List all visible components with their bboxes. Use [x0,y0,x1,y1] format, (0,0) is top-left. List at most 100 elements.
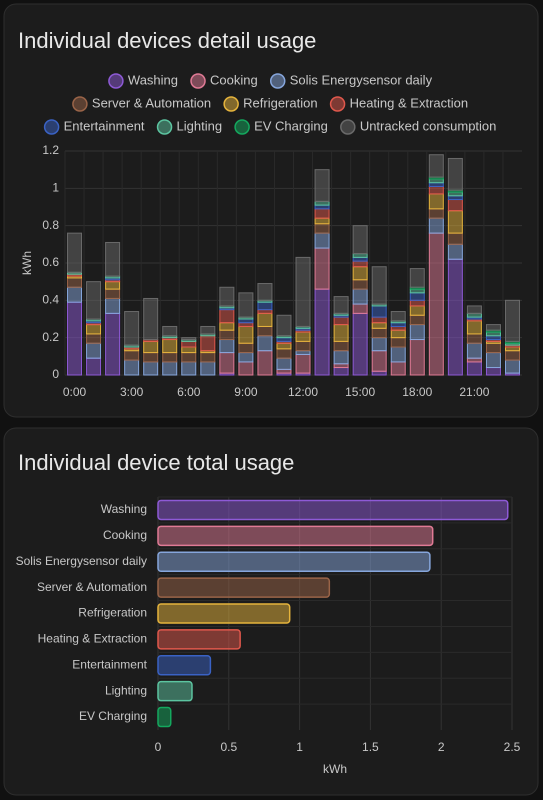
bar-segment [257,301,273,311]
bar-segment [447,258,463,376]
bar-segment [390,329,406,339]
legend-swatch [223,96,239,112]
x-tick-label: 0.5 [220,740,237,754]
bar-segment [428,208,444,219]
bar-segment [466,312,482,318]
bar-segment [105,281,121,290]
bar-segment [257,350,273,376]
bar-segment [428,178,444,184]
bar-segment [333,324,349,342]
bar-segment [447,199,463,212]
y-tick-label: 1 [52,181,59,195]
bar-segment [409,292,425,301]
legend-swatch [43,119,60,135]
bar-segment [314,169,330,202]
bar-segment [485,324,501,331]
bar-segment [257,309,273,314]
bar-segment [124,311,140,346]
y-tick-label: Heating & Extraction [38,632,147,646]
y-tick-label: 0 [52,367,59,381]
bar-segment [162,361,178,376]
bar-segment [200,325,216,335]
bar-segment [352,256,368,262]
legend-label: Untracked consumption [360,118,497,133]
bar-segment [124,359,140,376]
y-tick-label: Solis Energysensor daily [16,554,147,568]
bar-segment [181,352,197,363]
bar-segment [409,299,425,307]
legend-swatch [234,119,250,135]
card-title: Individual device total usage [18,450,294,475]
bar-segment [295,256,311,327]
bar-segment [105,241,121,277]
x-tick-label: 0 [155,740,162,754]
bar-segment [238,292,254,318]
legend-label: Washing [128,72,178,87]
y-tick-label: 0.8 [42,218,59,232]
bar-segment [485,352,501,369]
bar-segment [333,316,349,326]
bar-segment [409,314,425,326]
bar-segment [105,288,121,299]
bar-segment [333,350,349,365]
bar-segment [428,182,444,187]
bar-segment [409,268,425,288]
bar-segment [390,311,406,322]
bar-segment [276,348,292,359]
bar-segment [181,361,197,376]
bar-segment [409,288,425,294]
bar-segment [409,339,425,376]
bar-segment [333,363,349,369]
bar-segment [314,288,330,376]
legend-label: Cooking [210,72,258,87]
bar-segment [219,352,235,374]
bar-segment [105,297,121,314]
bar-segment [219,339,235,354]
bar-segment [466,361,482,376]
y-tick-label: Entertainment [72,657,147,671]
bar-segment [238,361,254,376]
bar [157,551,431,572]
bar-segment [181,346,197,354]
bar-segment [352,253,368,258]
bar-segment [67,286,83,303]
bar-segment [295,350,311,355]
bar-segment [257,325,273,337]
bar [157,499,509,521]
x-tick-label: 21:00 [459,385,489,399]
y-tick-label: Cooking [103,528,147,542]
y-tick-label: Refrigeration [78,606,147,620]
bar-segment [352,225,368,255]
bar-segment [238,318,254,324]
y-axis-label: kWh [20,251,34,275]
bar-segment [390,322,406,327]
bar-segment [428,232,444,376]
bar-segment [504,299,520,342]
bar-segment [485,335,501,341]
bar-segment [371,350,387,372]
bar-segment [466,342,482,359]
x-tick-label: 12:00 [288,385,318,399]
legend-label: Server & Automation [92,95,211,110]
bar-segment [67,277,83,288]
bar-segment [447,191,463,197]
bar-segment [485,367,501,376]
bar-segment [314,200,330,206]
bar-segment [352,279,368,290]
y-tick-label: EV Charging [79,709,147,723]
bar-segment [447,195,463,201]
bar-segment [409,305,425,316]
legend-swatch [329,96,346,112]
bar-segment [333,296,349,314]
bar-segment [86,333,102,344]
bar-segment [295,353,311,374]
bar-segment [352,288,368,305]
bar-segment [466,333,482,344]
bar-segment [333,367,349,376]
legend-swatch [340,119,356,135]
bar [157,525,434,547]
x-tick-label: 2 [438,740,445,754]
bar-segment [105,312,121,376]
bar-segment [390,346,406,363]
y-tick-label: 1.2 [42,143,59,157]
